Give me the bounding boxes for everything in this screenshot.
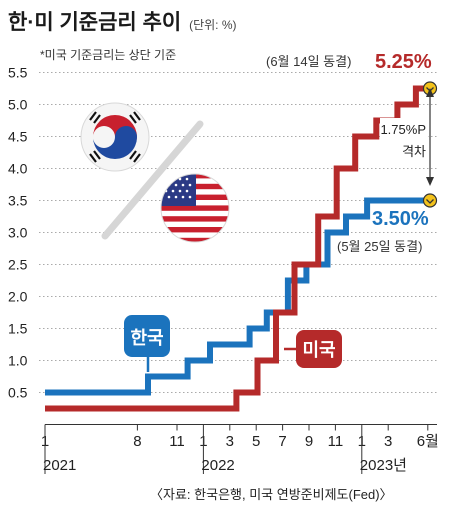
usa-label: 미국: [302, 340, 335, 360]
us-flag-icon: [160, 173, 230, 243]
year-label: 2021: [43, 457, 76, 474]
y-tick-label: 1.0: [8, 353, 28, 369]
korea-end-marker: [422, 193, 438, 208]
korea-flag-icon: [80, 102, 150, 172]
x-tick-label: 7: [278, 433, 286, 450]
unit-label: (단위: %): [189, 18, 237, 32]
korea-label: 한국: [130, 328, 163, 348]
y-tick-label: 3.0: [8, 225, 28, 241]
source-note: 〈자료: 한국은행, 미국 연방준비제도(Fed)〉: [150, 487, 393, 502]
usa-series-label: 미국: [284, 330, 342, 368]
year-label: 2022: [201, 457, 234, 474]
usa-freeze-note: (6월 14일 동결): [266, 54, 351, 69]
x-tick-label: 9: [305, 433, 313, 450]
slash-decoration: [101, 120, 204, 240]
usa-rate-line: [45, 85, 428, 412]
x-tick-label: 11: [169, 433, 185, 450]
korea-series-label: 한국: [124, 315, 170, 372]
chart-title-text: 한·미 기준금리 추이: [8, 11, 182, 34]
x-tick-label: 11: [328, 433, 344, 450]
y-tick-label: 2.0: [8, 289, 28, 305]
y-tick-label: 2.5: [8, 257, 28, 273]
series-group: [45, 81, 438, 412]
y-tick-label: 5.0: [8, 97, 28, 113]
y-axis-labels: 0.5 1.0 1.5 2.0 2.5 3.0 3.5 4.0 4.5 5.0 5.5: [8, 65, 28, 401]
x-tick-label: 3: [384, 433, 392, 450]
y-tick-label: 3.5: [8, 193, 28, 209]
y-tick-label: 4.5: [8, 129, 28, 145]
x-tick-label: 3: [226, 433, 234, 450]
chart-title: 한·미 기준금리 추이 (단위: %): [8, 6, 237, 36]
x-tick-label: 6월: [417, 433, 439, 450]
y-tick-label: 0.5: [8, 385, 28, 401]
gap-value: 1.75%P: [380, 122, 426, 137]
gap-label: 격차: [402, 144, 426, 159]
y-tick-label: 5.5: [8, 65, 28, 81]
kor-freeze-note: (5월 25일 동결): [337, 239, 422, 254]
kor-rate-value: 3.50%: [372, 208, 429, 230]
x-tick-label: 8: [133, 433, 141, 450]
y-tick-label: 1.5: [8, 321, 28, 337]
y-tick-label: 4.0: [8, 161, 28, 177]
usa-rate-value: 5.25%: [375, 51, 432, 73]
year-label: 2023년: [360, 457, 407, 474]
x-tick-label: 5: [252, 433, 260, 450]
footnote: *미국 기준금리는 상단 기준: [40, 48, 177, 62]
